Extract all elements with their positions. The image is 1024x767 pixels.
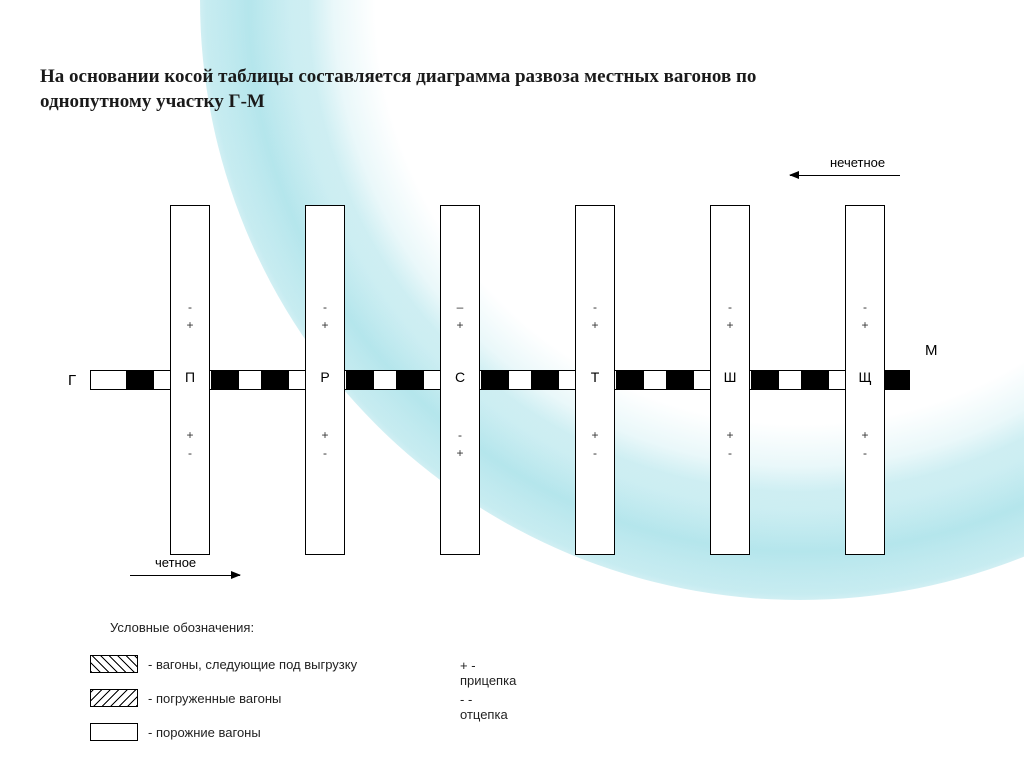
arrow-even [130,575,240,576]
station-top-marks: -+ [846,298,884,334]
arrow-odd [790,175,900,176]
page-title: На основании косой таблицы составляется … [40,65,840,114]
legend-symbol: + - [460,658,500,673]
station-bottom-marks: +- [576,426,614,462]
track-segment [126,371,154,389]
station-box: –+ С -+ [440,205,480,555]
track-segment [531,371,559,389]
station-bottom-marks: +- [711,426,749,462]
legend-text: - вагоны, следующие под выгрузку [148,657,357,672]
station-box: -+ Р +- [305,205,345,555]
station-box: -+ Т +- [575,205,615,555]
station-top-marks: -+ [171,298,209,334]
legend-swatch [90,655,138,673]
track-segment [261,371,289,389]
end-label-left: Г [68,372,76,389]
legend-row: - погруженные вагоны [90,687,357,709]
track-segment [751,371,779,389]
station-label: Щ [846,369,884,385]
station-top-marks: -+ [576,298,614,334]
legend-text: прицепка [460,673,516,688]
station-bottom-marks: +- [306,426,344,462]
track-segment [616,371,644,389]
track-segment [884,371,910,389]
station-top-marks: -+ [711,298,749,334]
station-box: -+ П +- [170,205,210,555]
legend-row: - порожние вагоны [90,721,357,743]
station-bottom-marks: +- [171,426,209,462]
legend-swatch [90,723,138,741]
station-box: -+ Щ +- [845,205,885,555]
station-top-marks: –+ [441,298,479,334]
end-label-right: М [925,342,938,359]
station-label: Ш [711,369,749,385]
track-segment [801,371,829,389]
legend-swatch [90,689,138,707]
track-segment [211,371,239,389]
legend-row: - -отцепка [460,692,516,714]
legend-text: - порожние вагоны [148,725,261,740]
legend-row: - вагоны, следующие под выгрузку [90,653,357,675]
legend-symbol: - - [460,692,500,707]
track-segment [346,371,374,389]
track-segment [481,371,509,389]
station-bottom-marks: +- [846,426,884,462]
legend-row: + -прицепка [460,658,516,680]
legend: Условные обозначения: - вагоны, следующи… [90,620,357,755]
track-segment [666,371,694,389]
legend-text: - погруженные вагоны [148,691,281,706]
arrow-odd-label: нечетное [830,155,885,170]
track [90,370,910,390]
station-label: П [171,369,209,385]
station-box: -+ Ш +- [710,205,750,555]
station-bottom-marks: -+ [441,426,479,462]
legend-title: Условные обозначения: [110,620,357,635]
legend-text: отцепка [460,707,508,722]
station-label: Р [306,369,344,385]
station-top-marks: -+ [306,298,344,334]
station-label: С [441,369,479,385]
arrow-even-label: четное [155,555,196,570]
track-segment [396,371,424,389]
station-label: Т [576,369,614,385]
